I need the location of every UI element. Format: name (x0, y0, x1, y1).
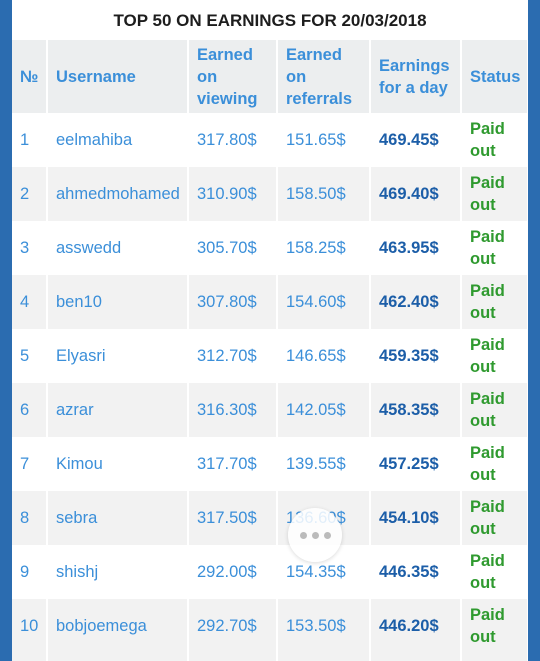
username: sebra (47, 491, 189, 545)
earnings-day: 458.35$ (370, 383, 462, 437)
column-header: Earned on viewing (188, 40, 278, 113)
filler-cell (461, 653, 528, 661)
earnings-day: 469.40$ (370, 167, 462, 221)
earnings-table: № Username Earned on viewing Earned on refe… (12, 40, 528, 661)
header-row: № Username Earned on viewing Earned on refe… (12, 40, 528, 113)
username: azrar (47, 383, 189, 437)
earned-referrals: 153.50$ (277, 599, 371, 653)
earned-viewing: 312.70$ (188, 329, 278, 383)
column-header: Earned on referrals (277, 40, 371, 113)
filler-cell (188, 653, 278, 661)
username: ahmedmohamed (47, 167, 189, 221)
earned-referrals: 154.60$ (277, 275, 371, 329)
rank: 5 (12, 329, 48, 383)
filler-cell (12, 653, 48, 661)
earned-referrals: 154.35$ (277, 545, 371, 599)
table-row: 3 asswedd 305.70$ 158.25$ 463.95$ Paid out (12, 221, 528, 275)
status: Paid out (461, 437, 528, 491)
earned-referrals: 139.55$ (277, 437, 371, 491)
earned-viewing: 317.50$ (188, 491, 278, 545)
earnings-day: 446.20$ (370, 599, 462, 653)
status: Paid out (461, 221, 528, 275)
table-row: 2 ahmedmohamed 310.90$ 158.50$ 469.40$ Paid o… (12, 167, 528, 221)
rank: 10 (12, 599, 48, 653)
table-row: 10 bobjoemega 292.70$ 153.50$ 446.20$ Paid ou… (12, 599, 528, 653)
username: Kimou (47, 437, 189, 491)
rank: 9 (12, 545, 48, 599)
earned-referrals: 142.05$ (277, 383, 371, 437)
column-header: № (12, 40, 48, 113)
filler-cell (47, 653, 189, 661)
filler-cell (277, 653, 371, 661)
username: Elyasri (47, 329, 189, 383)
username: ben10 (47, 275, 189, 329)
earned-viewing: 317.80$ (188, 113, 278, 167)
earned-referrals: 158.50$ (277, 167, 371, 221)
table-row: 9 shishj 292.00$ 154.35$ 446.35$ Paid out (12, 545, 528, 599)
rank: 7 (12, 437, 48, 491)
table-row: 7 Kimou 317.70$ 139.55$ 457.25$ Paid out (12, 437, 528, 491)
loading-spinner (288, 508, 342, 562)
earned-viewing: 310.90$ (188, 167, 278, 221)
rank: 3 (12, 221, 48, 275)
earnings-day: 459.35$ (370, 329, 462, 383)
status: Paid out (461, 599, 528, 653)
username: bobjoemega (47, 599, 189, 653)
filler-cell (370, 653, 462, 661)
column-header: Earnings for a day (370, 40, 462, 113)
earnings-day: 457.25$ (370, 437, 462, 491)
table-row: 1 eelmahiba 317.80$ 151.65$ 469.45$ Paid out (12, 113, 528, 167)
status: Paid out (461, 491, 528, 545)
rank: 8 (12, 491, 48, 545)
earned-referrals: 146.65$ (277, 329, 371, 383)
username: asswedd (47, 221, 189, 275)
earned-referrals: 151.65$ (277, 113, 371, 167)
table-row: 6 azrar 316.30$ 142.05$ 458.35$ Paid out (12, 383, 528, 437)
status: Paid out (461, 329, 528, 383)
rank: 1 (12, 113, 48, 167)
username: eelmahiba (47, 113, 189, 167)
status: Paid out (461, 545, 528, 599)
earnings-day: 454.10$ (370, 491, 462, 545)
earned-viewing: 317.70$ (188, 437, 278, 491)
status: Paid out (461, 167, 528, 221)
table-row: 4 ben10 307.80$ 154.60$ 462.40$ Paid out (12, 275, 528, 329)
earnings-day: 446.35$ (370, 545, 462, 599)
earnings-card: TOP 50 ON EARNINGS FOR 20/03/2018 № Usern… (12, 0, 528, 661)
username: shishj (47, 545, 189, 599)
earned-viewing: 307.80$ (188, 275, 278, 329)
earned-viewing: 316.30$ (188, 383, 278, 437)
rank: 2 (12, 167, 48, 221)
column-header: Status (461, 40, 528, 113)
column-header: Username (47, 40, 189, 113)
page-title: TOP 50 ON EARNINGS FOR 20/03/2018 (113, 11, 427, 30)
status: Paid out (461, 275, 528, 329)
earned-referrals: 158.25$ (277, 221, 371, 275)
earned-viewing: 292.70$ (188, 599, 278, 653)
earnings-day: 462.40$ (370, 275, 462, 329)
rank: 6 (12, 383, 48, 437)
status: Paid out (461, 113, 528, 167)
table-row: 5 Elyasri 312.70$ 146.65$ 459.35$ Paid out (12, 329, 528, 383)
filler-row (12, 653, 528, 661)
earnings-day: 469.45$ (370, 113, 462, 167)
earned-viewing: 292.00$ (188, 545, 278, 599)
rank: 4 (12, 275, 48, 329)
earned-viewing: 305.70$ (188, 221, 278, 275)
status: Paid out (461, 383, 528, 437)
earnings-day: 463.95$ (370, 221, 462, 275)
